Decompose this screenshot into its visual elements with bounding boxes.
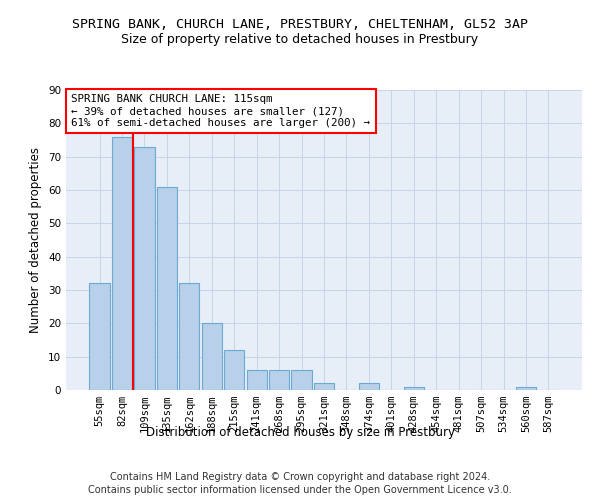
Bar [516, 386, 536, 390]
Bar [157, 186, 177, 390]
Bar [404, 386, 424, 390]
Text: Size of property relative to detached houses in Prestbury: Size of property relative to detached ho… [121, 32, 479, 46]
Text: SPRING BANK CHURCH LANE: 115sqm
← 39% of detached houses are smaller (127)
61% o: SPRING BANK CHURCH LANE: 115sqm ← 39% of… [71, 94, 370, 128]
Text: Contains HM Land Registry data © Crown copyright and database right 2024.: Contains HM Land Registry data © Crown c… [110, 472, 490, 482]
Text: SPRING BANK, CHURCH LANE, PRESTBURY, CHELTENHAM, GL52 3AP: SPRING BANK, CHURCH LANE, PRESTBURY, CHE… [72, 18, 528, 30]
Bar [134, 146, 155, 390]
Bar [292, 370, 311, 390]
Y-axis label: Number of detached properties: Number of detached properties [29, 147, 43, 333]
Bar [269, 370, 289, 390]
Text: Distribution of detached houses by size in Prestbury: Distribution of detached houses by size … [146, 426, 455, 439]
Text: Contains public sector information licensed under the Open Government Licence v3: Contains public sector information licen… [88, 485, 512, 495]
Bar [202, 324, 222, 390]
Bar [89, 284, 110, 390]
Bar [224, 350, 244, 390]
Bar [179, 284, 199, 390]
Bar [314, 384, 334, 390]
Bar [247, 370, 267, 390]
Bar [112, 136, 132, 390]
Bar [359, 384, 379, 390]
